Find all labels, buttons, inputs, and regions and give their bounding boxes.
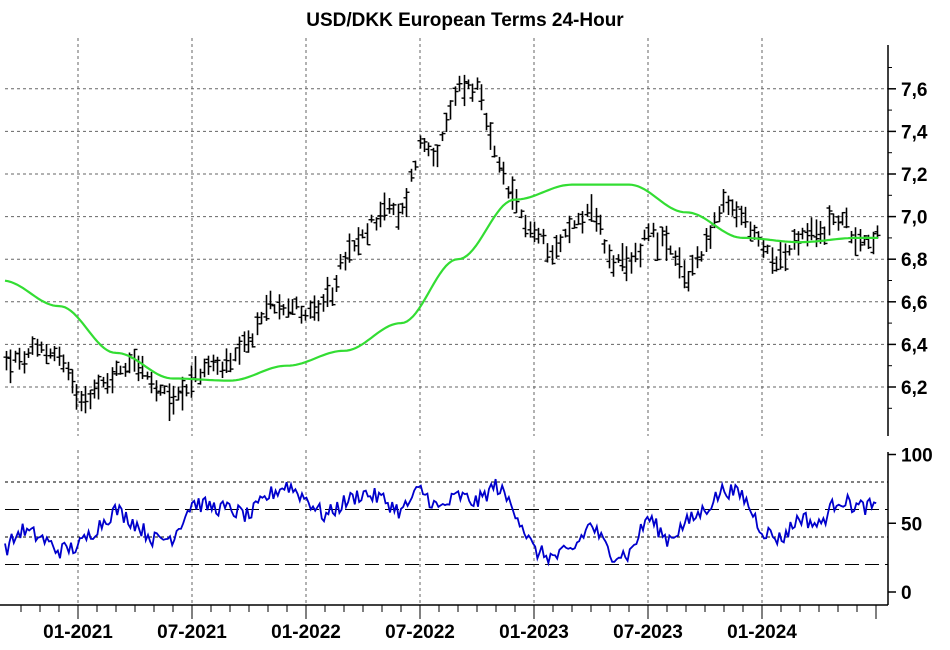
lower-y-tick-label: 0 (901, 583, 912, 604)
upper-y-tick-label: 7,2 (901, 165, 927, 186)
x-tick-label: 07-2022 (385, 622, 455, 643)
lower-grid (5, 450, 888, 605)
x-tick-label: 01-2022 (271, 622, 341, 643)
upper-grid (5, 38, 888, 436)
axes (0, 45, 896, 619)
price-bars (3, 74, 881, 422)
oscillator (4, 478, 877, 567)
x-tick-label: 07-2021 (157, 622, 227, 643)
upper-y-tick-label: 6,6 (901, 293, 927, 314)
oscillator-line (4, 478, 877, 567)
tick-labels: 6,26,46,66,87,07,27,47,601-2021 07-2021 01… (43, 80, 933, 643)
x-tick-label: 07-2023 (613, 622, 683, 643)
lower-y-tick-label: 50 (901, 514, 922, 535)
moving-average (4, 183, 878, 382)
x-tick-label: 01-2024 (727, 622, 797, 643)
upper-y-tick-label: 6,4 (901, 335, 928, 356)
upper-y-tick-label: 7,6 (901, 80, 927, 101)
upper-y-tick-label: 6,8 (901, 250, 927, 271)
lower-y-tick-label: 100 (901, 446, 933, 467)
upper-y-tick-label: 7,0 (901, 208, 927, 229)
upper-y-tick-label: 6,2 (901, 378, 927, 399)
x-tick-label: 01-2021 (43, 622, 113, 643)
chart-title: USD/DKK European Terms 24-Hour (306, 10, 624, 31)
moving-average-line (4, 183, 878, 382)
upper-y-tick-label: 7,4 (901, 122, 928, 143)
x-tick-label: 01-2023 (499, 622, 569, 643)
